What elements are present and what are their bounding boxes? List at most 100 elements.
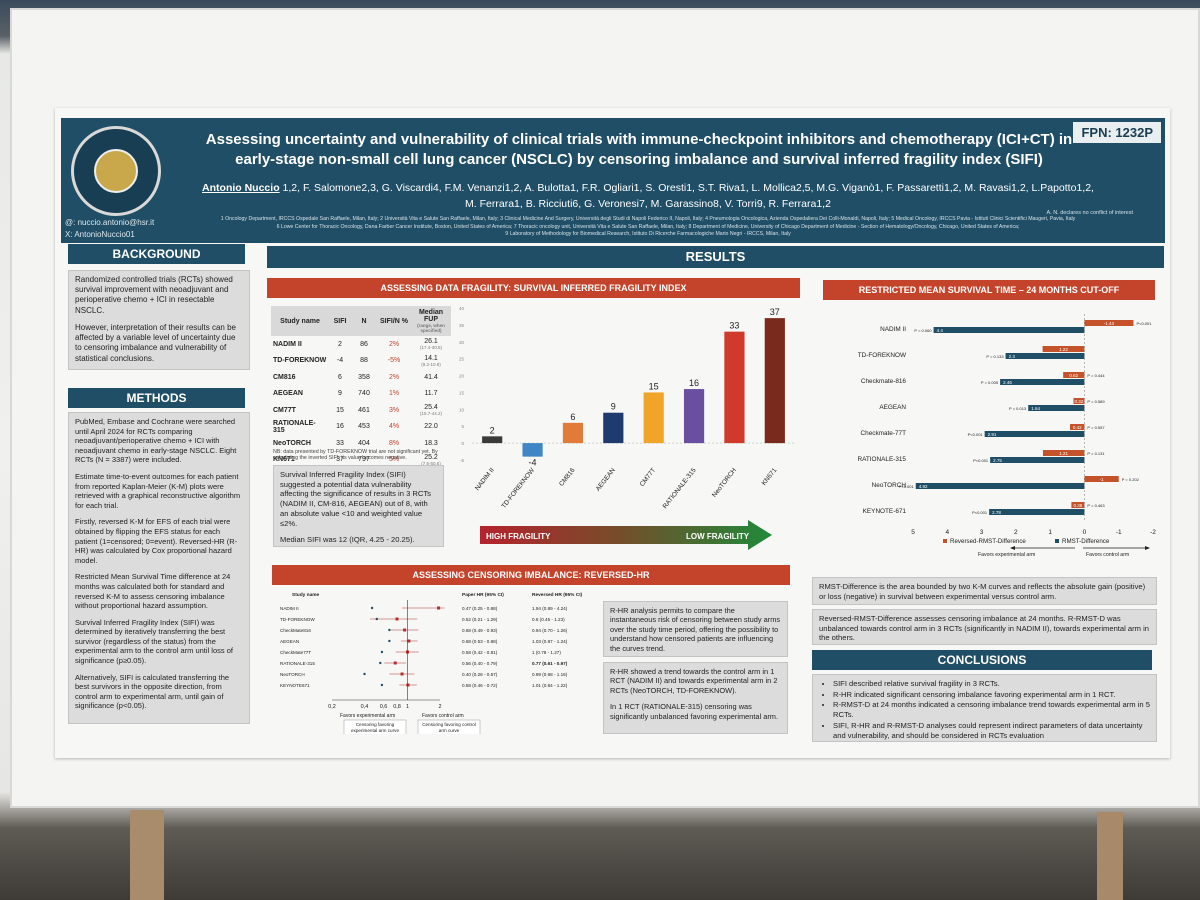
conclusions-heading: CONCLUSIONS xyxy=(812,650,1152,670)
row-fup-value: 11.7 xyxy=(424,390,438,398)
rhr-text-3: In 1 RCT (RATIONALE-315) censoring was s… xyxy=(610,702,779,721)
forest-reversed-hr: 1.01 (0.84 - 1.22) xyxy=(532,683,568,688)
forest-study-label: TD-FOREKNOW xyxy=(280,617,315,622)
bar-category-label: CM77T xyxy=(639,467,658,488)
forest-paper-point xyxy=(379,661,382,665)
forest-favors-exp: Favors experimental arm xyxy=(340,713,395,719)
row-sifi: 6 xyxy=(338,373,342,381)
forest-point xyxy=(395,617,399,621)
sifi-bar xyxy=(522,443,543,457)
forest-point xyxy=(393,661,397,665)
forest-study-label: CheckMate77T xyxy=(280,650,311,655)
rmst-reversed-value: 1.21 xyxy=(1059,451,1068,456)
rmst-reversed-bar xyxy=(1070,424,1085,430)
rmst-std-value: 2.91 xyxy=(988,432,997,437)
legend-std-label: RMST-Difference xyxy=(1062,538,1110,545)
row-ratio: 2% xyxy=(388,373,400,381)
rmst-category-label: KEYNOTE-671 xyxy=(863,508,907,515)
rmst-axis-tick: -1 xyxy=(1116,529,1122,536)
forest-paper-hr: 0.58 (0.42 - 0.81) xyxy=(462,650,498,655)
forest-axis-tick: 1 xyxy=(406,704,409,710)
rmst-reversed-value: -1 xyxy=(1100,477,1104,482)
y-tick-label: 40 xyxy=(459,306,465,311)
high-fragility-label: HIGH FRAGILITY xyxy=(486,532,551,541)
row-fup: 26.1 (17.4-30.5) xyxy=(411,336,451,353)
bar-value-label: 16 xyxy=(689,378,699,388)
bar-value-label: 9 xyxy=(611,402,616,412)
rmst-text-2: Reversed-RMST-Difference assesses censor… xyxy=(812,609,1157,645)
table-row: KN671 37 797 5% 25.2 (7.5-50.6) xyxy=(271,452,451,469)
rmst-chart: NADIM II -1.43 P<0.001 4.4 P = 0.060 TD-FOREK… xyxy=(857,314,1156,558)
rmst-std-bar xyxy=(984,431,1085,437)
bar-category-label: CM816 xyxy=(558,467,577,488)
conclusion-item: R-RMST-D at 24 months indicated a censor… xyxy=(833,700,1150,719)
rmst-reversed-value: 0.42 xyxy=(1073,425,1082,430)
authors-line-2: M. Ferrara1, B. Ricciuti6, G. Veronesi7,… xyxy=(465,198,831,211)
conclusion-item: SIFI, R-HR and R-RMST-D analyses could r… xyxy=(833,721,1150,740)
board-leg-right xyxy=(1097,812,1123,900)
forest-paper-point xyxy=(370,606,374,610)
row-study: NeoTORCH xyxy=(273,439,311,447)
rmst-std-value: 2.75 xyxy=(993,458,1002,463)
row-sifi: -4 xyxy=(336,357,344,365)
sifi-bar xyxy=(482,436,503,444)
row-ratio: 5% xyxy=(388,456,400,464)
row-fup: 11.7 xyxy=(411,386,451,403)
methods-text: PubMed, Embase and Cochrane were searche… xyxy=(68,412,250,724)
background-heading: BACKGROUND xyxy=(68,244,245,264)
row-fup-value: 26.1 xyxy=(424,338,438,346)
row-fup: 14.1 (9.2-10.9) xyxy=(411,353,451,370)
row-fup-range: (15.7-44.2) xyxy=(419,411,442,417)
conclusion-item: SIFI described relative survival fragili… xyxy=(833,679,1150,689)
rmst-std-value: 1.64 xyxy=(1031,406,1040,411)
table-row: TD-FOREKNOW -4 88 -5% 14.1 (9.2-10.9) xyxy=(271,353,451,370)
rmst-category-label: AEGEAN xyxy=(879,404,906,411)
forest-axis-tick: 0,8 xyxy=(393,704,401,710)
fpn-badge: FPN: 1232P xyxy=(1073,122,1161,143)
background-p1: Randomized controlled trials (RCTs) show… xyxy=(75,275,233,315)
forest-paper-hr: 0.68 (0.53 - 0.88) xyxy=(462,639,498,644)
rmst-std-bar xyxy=(989,509,1085,515)
table-row: CM77T 15 461 3% 25.4 (15.7-44.2) xyxy=(271,402,451,419)
rmst-reversed-p: P = 0.131 xyxy=(1087,451,1105,456)
rmst-reversed-bar xyxy=(1084,476,1119,482)
rmst-reversed-p: P<0.001 xyxy=(1136,321,1152,326)
rhr-text-2: R-HR showed a trend towards the control … xyxy=(610,667,778,695)
rmst-reversed-value: 1.22 xyxy=(1059,347,1068,352)
forest-paper-hr: 0.40 (0.28 - 0.57) xyxy=(462,672,498,677)
rhr-text-1: R-HR analysis permits to compare the ins… xyxy=(603,601,788,657)
poster: @: nuccio.antonio@hsr.it X: AntonioNucci… xyxy=(55,108,1170,758)
rmst-category-label: RATIONALE-315 xyxy=(857,456,906,463)
sifi-bar xyxy=(562,422,584,444)
affiliations-1: 1 Oncology Department, IRCCS Ospedale Sa… xyxy=(220,216,1076,222)
rmst-reversed-bar xyxy=(1063,372,1085,378)
table-row: CM816 6 358 2% 41.4 xyxy=(271,369,451,386)
rmst-reversed-bar xyxy=(1084,320,1134,326)
rmst-axis-tick: 2 xyxy=(1014,529,1018,536)
row-n: 358 xyxy=(358,373,370,381)
y-tick-label: 25 xyxy=(459,357,465,362)
rmst-std-bar xyxy=(990,457,1085,463)
y-tick-label: 10 xyxy=(459,407,465,412)
forest-axis-tick: 2 xyxy=(438,704,441,710)
title-line-1: Assessing uncertainty and vulnerability … xyxy=(205,131,1073,148)
background-text: Randomized controlled trials (RCTs) show… xyxy=(68,270,250,370)
row-n: 86 xyxy=(360,340,368,348)
forest-paper-point xyxy=(388,628,391,632)
forest-reversed-hr: 1 (0.78 - 1.27) xyxy=(532,650,561,655)
rmst-std-value: 2.46 xyxy=(1003,380,1012,385)
rmst-std-p: P = 0.013 xyxy=(1009,406,1027,411)
row-study: TD-FOREKNOW xyxy=(273,357,327,365)
table-row: RATIONALE-315 16 453 4% 22.0 xyxy=(271,419,451,436)
rmst-reversed-p: P = 0.463 xyxy=(1087,503,1105,508)
forest-study-label: KEYNOTE671 xyxy=(280,683,310,688)
row-fup-value: 18.3 xyxy=(424,439,438,447)
rmst-std-p: P<0.001 xyxy=(899,484,915,489)
forest-header: Study name xyxy=(292,592,320,598)
forest-censor-exp: Censoring favoring experimental arm curv… xyxy=(351,722,399,733)
row-fup-value: 25.4 xyxy=(424,404,438,412)
sifi-bar xyxy=(643,392,664,444)
rmst-arrow-right-head xyxy=(1145,546,1150,550)
poster-header: @: nuccio.antonio@hsr.it X: AntonioNucci… xyxy=(61,118,1165,243)
table-row: AEGEAN 9 740 1% 11.7 xyxy=(271,386,451,403)
